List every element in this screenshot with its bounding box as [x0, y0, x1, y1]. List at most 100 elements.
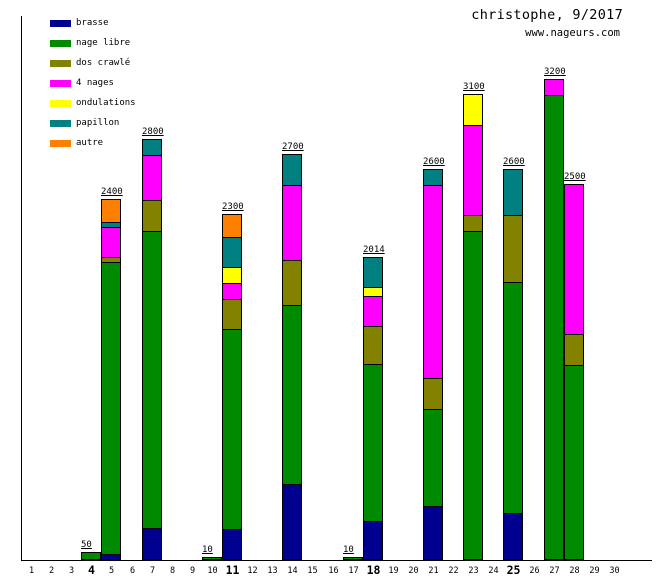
legend-label: dos crawlé: [76, 57, 131, 68]
bar-value-label-day-5[interactable]: 2400: [101, 187, 123, 197]
bar-segment-autre: [222, 214, 242, 239]
bar-segment-dos-crawlé: [564, 333, 584, 366]
bar-segment-nage-libre: [101, 262, 121, 556]
legend-item-4-nages: 4 nages: [50, 77, 114, 88]
legend-label: nage libre: [76, 37, 131, 48]
bar-day-7[interactable]: [142, 139, 162, 560]
axis-day-17: 17: [348, 566, 359, 576]
axis-day-25: 25: [506, 563, 521, 577]
bar-segment-dos-crawlé: [503, 214, 523, 284]
axis-day-10: 10: [207, 566, 218, 576]
bar-segment-nage-libre: [343, 557, 363, 560]
bar-day-28[interactable]: [564, 184, 584, 560]
bar-segment-nage-libre: [142, 230, 162, 530]
bar-segment-4-nages: [222, 283, 242, 300]
axis-day-16: 16: [328, 566, 339, 576]
axis-day-26: 26: [529, 566, 540, 576]
bar-value-label-day-14[interactable]: 2700: [282, 142, 304, 152]
bar-day-4[interactable]: [81, 552, 101, 560]
axis-day-5: 5: [108, 566, 115, 576]
bar-segment-dos-crawlé: [363, 326, 383, 365]
bar-segment-nage-libre: [363, 363, 383, 523]
bar-segment-dos-crawlé: [463, 214, 483, 232]
bar-segment-nage-libre: [282, 305, 302, 485]
bar-value-label-day-27[interactable]: 3200: [544, 67, 566, 77]
legend-item-papillon: papillon: [50, 117, 120, 128]
axis-day-15: 15: [307, 566, 318, 576]
bar-segment-brasse: [101, 554, 121, 560]
axis-day-24: 24: [488, 566, 499, 576]
bar-segment-nage-libre: [423, 408, 443, 508]
bar-value-label-day-17[interactable]: 10: [343, 545, 354, 555]
axis-day-4: 4: [88, 563, 95, 577]
legend-label: 4 nages: [76, 77, 114, 88]
bar-day-17[interactable]: [343, 557, 363, 560]
axis-day-13: 13: [267, 566, 278, 576]
axis-day-18: 18: [366, 563, 381, 577]
legend-label: papillon: [76, 117, 120, 128]
axis-day-27: 27: [549, 566, 560, 576]
bar-value-label-day-4[interactable]: 50: [81, 540, 92, 550]
bar-segment-brasse: [423, 506, 443, 560]
bar-segment-dos-crawlé: [423, 378, 443, 410]
bar-day-10[interactable]: [202, 557, 222, 560]
bar-value-label-day-21[interactable]: 2600: [423, 157, 445, 167]
axis-day-8: 8: [169, 566, 176, 576]
legend-item-nage-libre: nage libre: [50, 37, 131, 48]
legend-swatch-icon: [50, 99, 71, 107]
bar-segment-4-nages: [544, 79, 564, 96]
axis-day-14: 14: [287, 566, 298, 576]
legend-item-dos-crawlé: dos crawlé: [50, 57, 131, 68]
bar-day-21[interactable]: [423, 169, 443, 560]
axis-day-29: 29: [589, 566, 600, 576]
bar-value-label-day-11[interactable]: 2300: [222, 202, 244, 212]
site-url-link[interactable]: www.nageurs.com: [525, 27, 620, 39]
legend-swatch-icon: [50, 19, 71, 27]
bar-segment-papillon: [222, 237, 242, 269]
bar-segment-papillon: [363, 257, 383, 289]
bar-segment-dos-crawlé: [222, 298, 242, 331]
bar-value-label-day-7[interactable]: 2800: [142, 127, 164, 137]
legend-label: autre: [76, 137, 104, 148]
bar-segment-4-nages: [142, 154, 162, 202]
axis-day-7: 7: [149, 566, 156, 576]
bar-segment-dos-crawlé: [282, 259, 302, 307]
axis-day-1: 1: [28, 566, 35, 576]
bar-value-label-day-18[interactable]: 2014: [363, 245, 385, 255]
bar-day-11[interactable]: [222, 214, 242, 561]
bar-segment-nage-libre: [222, 329, 242, 530]
bar-value-label-day-23[interactable]: 3100: [463, 82, 485, 92]
legend-item-brasse: brasse: [50, 17, 109, 28]
y-axis-line: [21, 16, 22, 561]
axis-day-12: 12: [247, 566, 258, 576]
bar-day-27[interactable]: [544, 79, 564, 560]
chart-title: christophe, 9/2017: [471, 7, 623, 23]
bar-value-label-day-25[interactable]: 2600: [503, 157, 525, 167]
bar-segment-4-nages: [463, 124, 483, 216]
bar-segment-nage-libre: [81, 552, 101, 560]
bar-value-label-day-28[interactable]: 2500: [564, 172, 586, 182]
bar-day-5[interactable]: [101, 199, 121, 560]
bar-segment-ondulations: [222, 267, 242, 285]
legend-label: ondulations: [76, 97, 136, 108]
bar-segment-papillon: [503, 169, 523, 216]
bar-segment-4-nages: [564, 184, 584, 335]
bar-day-23[interactable]: [463, 94, 483, 560]
legend-swatch-icon: [50, 139, 71, 147]
bar-segment-brasse: [363, 521, 383, 560]
bar-value-label-day-10[interactable]: 10: [202, 545, 213, 555]
legend-label: brasse: [76, 17, 109, 28]
legend-swatch-icon: [50, 59, 71, 67]
axis-day-20: 20: [408, 566, 419, 576]
bar-day-18[interactable]: [363, 257, 383, 560]
axis-day-30: 30: [609, 566, 620, 576]
axis-day-19: 19: [388, 566, 399, 576]
bar-day-14[interactable]: [282, 154, 302, 560]
bar-segment-dos-crawlé: [142, 200, 162, 232]
axis-day-28: 28: [569, 566, 580, 576]
legend-item-ondulations: ondulations: [50, 97, 136, 108]
legend-swatch-icon: [50, 79, 71, 87]
bar-day-25[interactable]: [503, 169, 523, 560]
axis-day-11: 11: [225, 563, 240, 577]
bar-segment-brasse: [142, 528, 162, 560]
